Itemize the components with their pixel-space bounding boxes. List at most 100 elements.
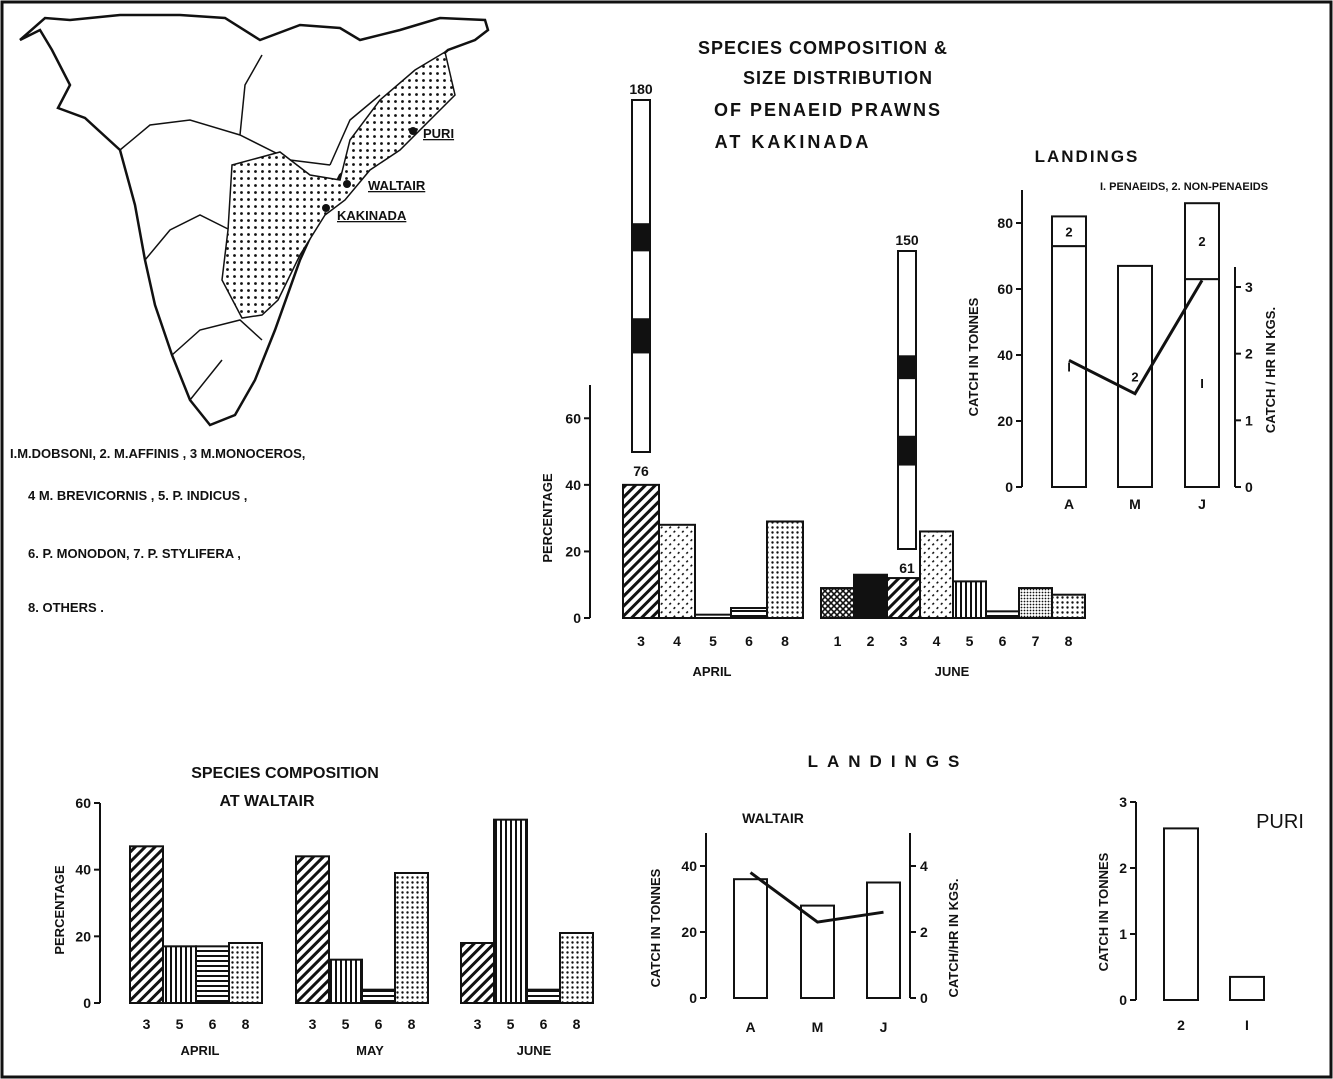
- species-key-line: I.M.DOBSONI, 2. M.AFFINIS , 3 M.MONOCERO…: [10, 446, 305, 461]
- waltair-species-chart: SPECIES COMPOSITION AT WALTAIR PERCENTAG…: [52, 765, 593, 1058]
- y-tick-label: 3: [1119, 794, 1127, 810]
- y-tick-label: 2: [1119, 860, 1127, 876]
- bar: [623, 485, 659, 618]
- x-tick-label: 2: [867, 633, 875, 649]
- bar: [767, 521, 803, 618]
- bar: [527, 990, 560, 1003]
- bar: [659, 525, 695, 618]
- y2-tick-label: 2: [1245, 346, 1253, 362]
- chart-subtitle: I. PENAEIDS, 2. NON-PENAEIDS: [1100, 181, 1268, 193]
- x-tick-label: 3: [309, 1016, 317, 1032]
- y2-tick-label: 0: [920, 990, 928, 1006]
- kakinada-landings-chart: LANDINGS I. PENAEIDS, 2. NON-PENAEIDS CA…: [966, 147, 1278, 512]
- kakinada-label: KAKINADA: [337, 208, 407, 223]
- size-max-label: 150: [895, 232, 919, 248]
- x-tick-label: 3: [900, 633, 908, 649]
- x-tick-label: 8: [781, 633, 789, 649]
- x-tick-label: 7: [1032, 633, 1040, 649]
- bar: [920, 531, 953, 618]
- x-tick-label: 6: [745, 633, 753, 649]
- size-band: [898, 436, 916, 466]
- species-key-line: 6. P. MONODON, 7. P. STYLIFERA ,: [28, 546, 241, 561]
- kakinada-title: SPECIES COMPOSITION & SIZE DISTRIBUTION …: [698, 38, 948, 152]
- bar: [560, 933, 593, 1003]
- y2-tick-label: 0: [1245, 479, 1253, 495]
- y2-tick-label: 3: [1245, 279, 1253, 295]
- y-tick-label: 60: [75, 795, 91, 811]
- y-tick-label: 60: [565, 410, 581, 426]
- x-tick-label: 8: [242, 1016, 250, 1032]
- y-tick-label: 0: [1005, 479, 1013, 495]
- group-label: APRIL: [693, 664, 732, 679]
- bar: [821, 588, 854, 618]
- y-axis-label: CATCH IN TONNES: [966, 297, 981, 416]
- title-line: OF PENAEID PRAWNS: [714, 100, 942, 120]
- size-max-label: 180: [629, 81, 653, 97]
- y2-tick-label: 1: [1245, 412, 1253, 428]
- x-tick-label: 4: [933, 633, 941, 649]
- bar: [461, 943, 494, 1003]
- bar: [695, 615, 731, 618]
- bar: [854, 575, 887, 618]
- group-label: APRIL: [181, 1043, 220, 1058]
- x-tick-label: 1: [834, 633, 842, 649]
- india-map: PURI WALTAIR KAKINADA: [20, 15, 488, 425]
- y2-axis-label: CATCH / HR IN KGS.: [1263, 307, 1278, 433]
- x-tick-label: M: [1129, 496, 1141, 512]
- y-tick-label: 0: [573, 610, 581, 626]
- bar: [1230, 977, 1264, 1000]
- title-line: AT KAKINADA: [715, 132, 872, 152]
- bar: [986, 611, 1019, 618]
- y-tick-label: 20: [997, 413, 1013, 429]
- bar: [731, 608, 767, 618]
- waltair-label: WALTAIR: [368, 178, 426, 193]
- puri-landings-chart: PURI CATCH IN TONNES 0 1 2 3 2 I: [1096, 794, 1304, 1033]
- bar: [229, 943, 262, 1003]
- chart-title: AT WALTAIR: [219, 793, 315, 810]
- y2-tick-label: 4: [920, 858, 928, 874]
- y-axis-label: CATCH IN TONNES: [648, 868, 663, 987]
- title-line: SPECIES COMPOSITION &: [698, 38, 948, 58]
- x-tick-label: 2: [1177, 1017, 1185, 1033]
- species-key: I.M.DOBSONI, 2. M.AFFINIS , 3 M.MONOCERO…: [10, 446, 305, 615]
- y-tick-label: 20: [75, 928, 91, 944]
- x-tick-label: A: [745, 1019, 755, 1035]
- y-tick-label: 0: [1119, 992, 1127, 1008]
- bar: [1019, 588, 1052, 618]
- bar: [1164, 828, 1198, 1000]
- y-tick-label: 0: [689, 990, 697, 1006]
- x-tick-label: 5: [176, 1016, 184, 1032]
- y2-axis-label: CATCH/HR IN KGS.: [946, 879, 961, 998]
- x-tick-label: 3: [474, 1016, 482, 1032]
- y-tick-label: 40: [681, 858, 697, 874]
- bar: [887, 578, 920, 618]
- bar: [196, 946, 229, 1003]
- bar: [163, 946, 196, 1003]
- y-tick-label: 40: [997, 347, 1013, 363]
- x-tick-label: A: [1064, 496, 1074, 512]
- x-tick-label: 6: [375, 1016, 383, 1032]
- chart-subtitle: WALTAIR: [742, 810, 804, 826]
- group-label: JUNE: [935, 664, 970, 679]
- y-tick-label: 20: [681, 924, 697, 940]
- segment-label: 2: [1131, 369, 1138, 384]
- y-axis-label: CATCH IN TONNES: [1096, 852, 1111, 971]
- bar: [1052, 595, 1085, 618]
- x-tick-label: I: [1245, 1017, 1249, 1033]
- waltair-marker: [343, 180, 351, 188]
- x-tick-label: 5: [966, 633, 974, 649]
- bar: [329, 960, 362, 1003]
- y-axis-label: PERCENTAGE: [52, 865, 67, 955]
- bar: [362, 990, 395, 1003]
- puri-marker: [409, 127, 417, 135]
- y-axis-label: PERCENTAGE: [540, 473, 555, 563]
- bar: [395, 873, 428, 1003]
- bar: [867, 883, 900, 999]
- y-tick-label: 80: [997, 215, 1013, 231]
- kakinada-marker: [322, 204, 330, 212]
- bar: [296, 856, 329, 1003]
- bar: [953, 581, 986, 618]
- group-label: MAY: [356, 1043, 384, 1058]
- chart-title: LANDINGS: [808, 752, 969, 771]
